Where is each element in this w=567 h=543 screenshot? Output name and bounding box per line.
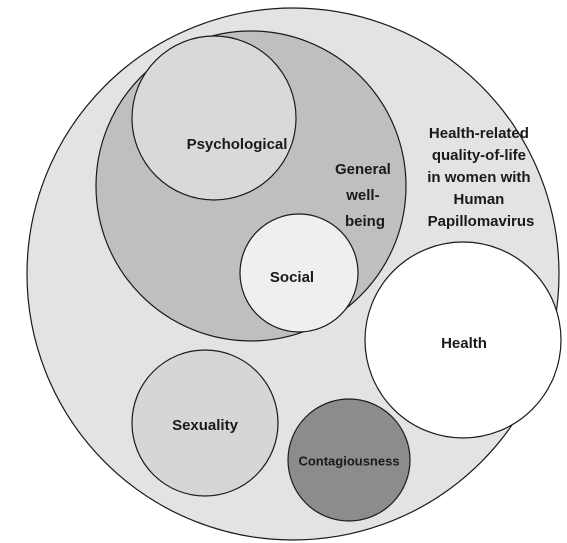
psychological-label: Psychological: [187, 136, 288, 153]
contagiousness-circle: [287, 398, 411, 522]
wellbeing-label: General well- being: [335, 161, 395, 230]
label-line: well-: [345, 187, 379, 204]
health-label: Health: [441, 335, 487, 352]
social-label: Social: [270, 269, 314, 286]
label-line: in women with: [427, 169, 530, 186]
label-line: Health-related: [429, 125, 529, 142]
label-line: General: [335, 161, 391, 178]
sexuality-circle: [131, 349, 279, 497]
sexuality-label: Sexuality: [172, 417, 239, 434]
label-line: quality-of-life: [432, 147, 526, 164]
psychological-circle: [131, 35, 297, 201]
label-line: Human: [453, 191, 504, 208]
health-circle: [364, 241, 562, 439]
hrqol-label: Health-related quality-of-life in women …: [427, 125, 535, 230]
contagiousness-label: Contagiousness: [298, 453, 399, 468]
label-line: Papillomavirus: [428, 213, 535, 230]
social-circle: [239, 213, 359, 333]
label-line: being: [345, 213, 385, 230]
